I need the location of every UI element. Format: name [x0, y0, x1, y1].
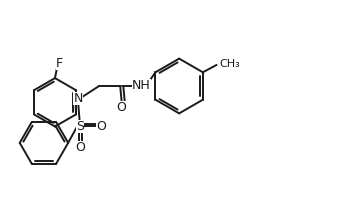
Text: O: O	[75, 141, 85, 153]
Text: CH₃: CH₃	[220, 59, 240, 69]
Text: O: O	[116, 100, 126, 114]
Text: F: F	[56, 57, 63, 70]
Text: NH: NH	[132, 80, 151, 92]
Text: N: N	[73, 92, 83, 105]
Text: S: S	[76, 120, 84, 132]
Text: O: O	[96, 120, 106, 132]
